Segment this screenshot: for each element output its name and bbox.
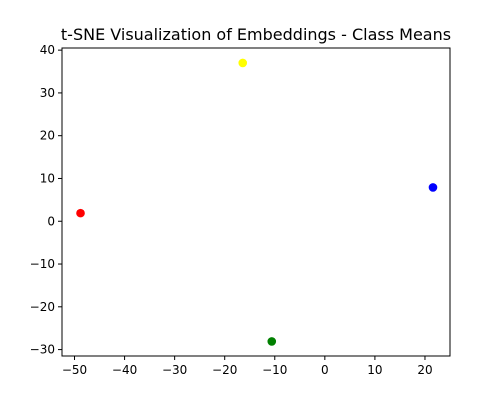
y-tick-label: −30	[30, 343, 55, 357]
x-tick-label: −20	[212, 363, 237, 377]
data-point	[429, 183, 438, 192]
x-tick-label: 20	[417, 363, 432, 377]
y-tick-label: 40	[40, 43, 55, 57]
data-point	[76, 209, 85, 218]
x-tick-label: 0	[321, 363, 329, 377]
data-point	[267, 337, 276, 346]
x-tick-label: −30	[162, 363, 187, 377]
x-axis: −50 −40 −30 −20 −10 0 10 20	[62, 356, 433, 377]
y-tick-label: 20	[40, 129, 55, 143]
x-tick-label: −50	[62, 363, 87, 377]
x-tick-label: −10	[262, 363, 287, 377]
chart-title: t-SNE Visualization of Embeddings - Clas…	[61, 25, 451, 44]
y-tick-label: −10	[30, 257, 55, 271]
y-axis: −30 −20 −10 0 10 20 30 40	[30, 43, 62, 356]
x-tick-label: 10	[367, 363, 382, 377]
data-points	[76, 59, 437, 346]
y-tick-label: 10	[40, 171, 55, 185]
y-tick-label: 0	[47, 214, 55, 228]
data-point	[238, 59, 247, 68]
plot-area-frame	[62, 48, 450, 356]
y-tick-label: −20	[30, 300, 55, 314]
y-tick-label: 30	[40, 86, 55, 100]
x-tick-label: −40	[112, 363, 137, 377]
